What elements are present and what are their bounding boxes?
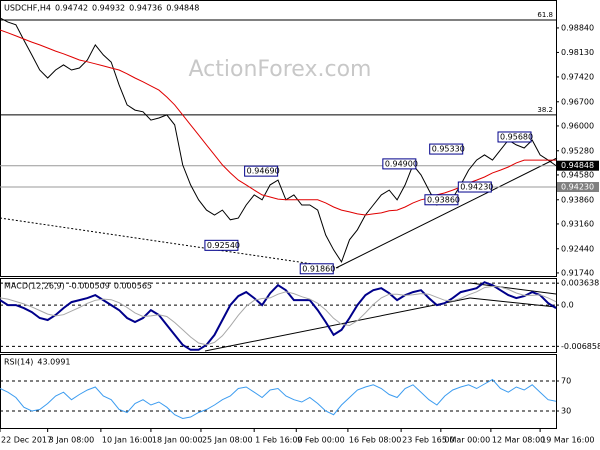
y-tick-label: 0.003638 — [561, 279, 599, 288]
header-text: 0.94932 — [92, 4, 125, 13]
annotation-label: 0.94230 — [460, 183, 493, 192]
annotation-label: 0.93860 — [427, 195, 460, 204]
header-text: 0.94736 — [129, 4, 162, 13]
annotation-label: 0.95680 — [500, 132, 533, 141]
annotation-box — [424, 194, 459, 206]
trend-line — [335, 157, 558, 269]
series-line — [0, 17, 557, 264]
level-label: 61.8 — [537, 11, 553, 19]
annotation-label: 0.94690 — [247, 167, 280, 176]
x-tick-label: 9 Feb 00:00 — [297, 436, 344, 445]
price-marker-label: 0.94848 — [561, 161, 594, 170]
annotation-box — [457, 181, 492, 193]
x-tick-label: 10 Jan 16:00 — [102, 436, 153, 445]
y-tick-label: 0.98840 — [561, 23, 594, 32]
price-marker — [557, 182, 599, 193]
y-tick-label: 0.94580 — [561, 170, 594, 179]
x-tick-label: 12 Mar 08:00 — [492, 436, 545, 445]
annotation-label: 0.95330 — [432, 145, 465, 154]
x-tick-label: 19 Mar 16:00 — [541, 436, 594, 445]
x-tick-label: 18 Jan 00:00 — [152, 436, 203, 445]
y-tick-label: 0.96000 — [561, 121, 594, 130]
level-label: 38.2 — [537, 106, 553, 114]
y-tick-label: -0.006858 — [561, 342, 600, 351]
panel — [0, 0, 557, 277]
y-tick-label: 0.96700 — [561, 97, 594, 106]
y-tick-label: 0.91740 — [561, 268, 594, 277]
series-line — [0, 378, 557, 420]
annotation-label: 0.91860 — [302, 264, 335, 273]
price-marker — [557, 160, 599, 171]
annotation-box — [244, 165, 279, 177]
annotation-box — [497, 131, 532, 143]
header-text: -0.000509 — [69, 282, 110, 291]
annotation-box — [382, 158, 417, 170]
x-tick-label: 22 Dec 2017 — [1, 436, 52, 445]
x-tick-label: 23 Feb 16:00 — [402, 436, 454, 445]
panel — [0, 278, 557, 353]
y-tick-label: 0.93160 — [561, 219, 594, 228]
x-tick-label: 25 Jan 08:00 — [202, 436, 253, 445]
y-tick-label: 0.93860 — [561, 195, 594, 204]
y-tick-label: 0.98130 — [561, 48, 594, 57]
trend-line — [469, 282, 557, 295]
annotation-box — [299, 263, 334, 275]
x-tick-label: 16 Feb 08:00 — [349, 436, 401, 445]
panel — [0, 354, 557, 429]
series-line — [0, 285, 557, 346]
y-tick-label: 0.95280 — [561, 146, 594, 155]
y-tick-label: 0.0 — [561, 301, 574, 310]
x-tick-label: 5 Mar 00:00 — [442, 436, 490, 445]
header-text: RSI(14) — [4, 358, 33, 367]
header-text: 0.94742 — [55, 4, 88, 13]
header-text: USDCHF,H4 — [4, 4, 51, 13]
y-tick-label: 0.97420 — [561, 72, 594, 81]
x-tick-label: 3 Jan 08:00 — [49, 436, 95, 445]
annotation-label: 0.94900 — [385, 159, 418, 168]
annotation-box — [204, 239, 239, 251]
trend-line — [0, 217, 341, 269]
watermark: ActionForex.com — [189, 57, 372, 82]
x-tick-label: 1 Feb 16:00 — [255, 436, 302, 445]
price-marker-label: 0.94230 — [561, 183, 594, 192]
y-tick-label: 70 — [561, 377, 571, 386]
y-tick-label: 0.92440 — [561, 244, 594, 253]
trend-line — [204, 297, 471, 352]
y-tick-label: 30 — [561, 406, 571, 415]
annotation-box — [429, 143, 464, 155]
header-text: 43.0991 — [37, 358, 70, 367]
series-line — [0, 281, 557, 351]
annotation-label: 0.92540 — [207, 241, 240, 250]
header-text: 0.94848 — [166, 4, 199, 13]
header-text: MACD(12,26,9) — [4, 282, 65, 291]
header-text: 0.000565 — [114, 282, 152, 291]
